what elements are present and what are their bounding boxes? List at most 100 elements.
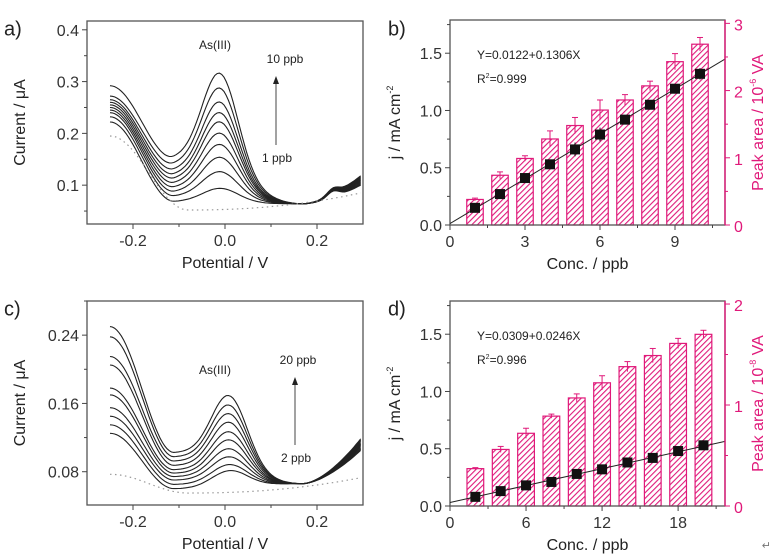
peak-area-bar (669, 342, 688, 507)
peak-area-bar (517, 432, 536, 507)
peak-area-bar (618, 366, 637, 507)
y-tick-label: 1.5 (420, 327, 442, 344)
peak-area-bar (516, 157, 534, 226)
y2-axis-title: Peak area / 10-6 VA (748, 54, 767, 191)
y-axis-title: j / mA cm-2 (385, 367, 404, 442)
y-tick-label: 0.1 (57, 178, 79, 195)
y2-axis-title-sup: -6 (748, 79, 758, 87)
data-point (546, 476, 557, 487)
y2-tick-label: 2 (734, 85, 743, 102)
x-tick-label: 3 (521, 234, 530, 251)
data-point (470, 202, 480, 213)
r-squared-value: =0.996 (490, 353, 527, 367)
y-tick-label: 1.0 (420, 384, 442, 401)
y-tick-label: 1.5 (420, 46, 442, 63)
peak-area-bar (491, 174, 509, 226)
blank-curve (109, 135, 361, 211)
y-tick-label: 0.4 (57, 23, 79, 40)
y-tick-label: 0.16 (48, 396, 79, 413)
x-tick-label: 6 (522, 515, 531, 532)
peak-area-bar (593, 382, 612, 507)
data-point (495, 486, 506, 497)
y-axis-title-sup: -2 (385, 86, 395, 94)
high-conc-label: 10 ppb (267, 52, 304, 66)
r-squared-sup: 2 (486, 354, 490, 361)
panel-label: c) (4, 299, 21, 321)
y2-axis-title: Peak area / 10-8 VA (748, 335, 767, 472)
r-squared-sup: 2 (486, 73, 490, 80)
x-tick-label: 0 (446, 234, 455, 251)
y2-axis-title-text: Peak area / 10 (750, 87, 767, 191)
voltammogram-curve (109, 355, 362, 485)
data-point (521, 480, 532, 491)
data-point (495, 189, 505, 200)
x-tick-label: 0.2 (306, 233, 328, 250)
y-axis-title-text: j / mA cm (387, 94, 404, 161)
arrow-head-icon (273, 76, 279, 84)
data-point (670, 83, 680, 94)
data-point (571, 468, 582, 479)
x-tick-label: -0.2 (119, 514, 147, 531)
peak-area-bar (643, 354, 662, 507)
data-point (595, 129, 605, 140)
y2-tick-label: 3 (734, 17, 743, 34)
low-conc-label: 1 ppb (262, 151, 292, 165)
data-point (570, 144, 580, 155)
peak-area-bar (541, 138, 559, 226)
peak-label: As(III) (199, 38, 231, 52)
x-tick-label: 0.0 (214, 514, 236, 531)
y-tick-label: 0.5 (420, 161, 442, 178)
data-point (520, 173, 530, 184)
x-axis-title: Potential / V (182, 255, 269, 272)
y-tick-label: 0.08 (48, 465, 79, 482)
data-point (620, 114, 630, 125)
y-axis-title: j / mA cm-2 (385, 86, 404, 161)
panel-a-voltammogram: a) -0.2 0.0 0.2 0.1 0.2 0.3 0.4 Potential / V Cur… (4, 19, 364, 272)
voltammogram-curve (109, 326, 362, 485)
y-tick-label: 0.2 (57, 126, 79, 143)
y-tick-label: 0.0 (420, 499, 442, 516)
fit-equation: Y=0.0122+0.1306X (477, 48, 580, 62)
r-squared-value: =0.999 (490, 72, 527, 86)
arrow-head-icon (292, 377, 298, 385)
x-tick-label: 18 (669, 515, 687, 532)
data-point (545, 159, 555, 170)
y-axis-title-text: j / mA cm (387, 375, 404, 442)
x-axis-title: Conc. / ppb (547, 537, 629, 554)
y-tick-label: 0.5 (420, 442, 442, 459)
y2-tick-label: 1 (734, 399, 743, 416)
r-squared: R2=0.996 (477, 353, 527, 367)
data-point (647, 452, 658, 463)
y2-axis-title-text: Peak area / 10 (750, 368, 767, 472)
peak-area-bar (567, 397, 586, 507)
panel-c-voltammogram: c) -0.2 0.0 0.2 0.08 0.16 0.24 Potential / V Cur… (4, 299, 364, 553)
x-tick-label: 12 (593, 515, 611, 532)
low-conc-label: 2 ppb (281, 451, 311, 465)
data-point (673, 446, 684, 457)
y-axis-title-sup: -2 (385, 367, 395, 375)
y2-tick-label: 0 (734, 219, 743, 236)
fit-equation: Y=0.0309+0.0246X (477, 329, 580, 343)
x-axis-title: Conc. / ppb (547, 256, 629, 273)
peak-area-bar (591, 109, 609, 226)
high-conc-label: 20 ppb (280, 353, 317, 367)
peak-area-bar (566, 124, 584, 226)
y-tick-label: 0.24 (48, 328, 79, 345)
peak-label: As(III) (199, 363, 231, 377)
y2-axis-title-unit: VA (750, 54, 767, 79)
peak-area-bar (694, 333, 713, 507)
y2-tick-label: 2 (734, 298, 743, 315)
y-axis-title: Current / μA (12, 359, 29, 446)
y-tick-label: 0.0 (420, 218, 442, 235)
x-tick-label: 9 (671, 234, 680, 251)
data-point (645, 99, 655, 110)
panel-label: d) (388, 299, 406, 321)
data-point (695, 68, 705, 79)
r-squared-label: R (477, 72, 486, 86)
return-mark: ↵ (761, 540, 771, 552)
y2-axis-title-unit: VA (750, 335, 767, 360)
x-tick-label: 0 (446, 515, 455, 532)
x-tick-label: 0.2 (306, 514, 328, 531)
